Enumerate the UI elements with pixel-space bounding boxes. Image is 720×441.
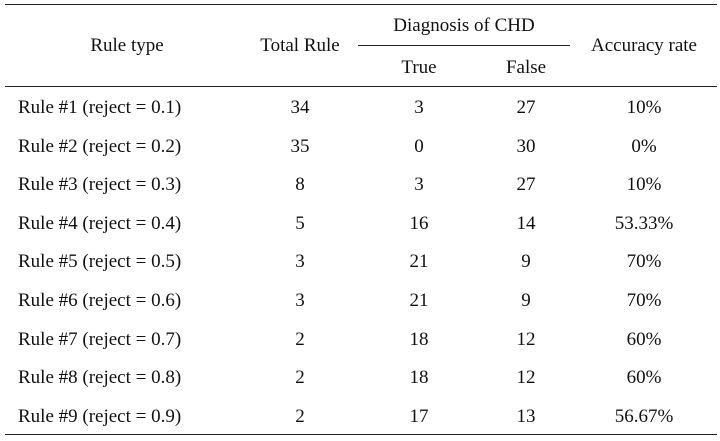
rule-cell: Rule #9 (reject = 0.9)	[18, 405, 182, 427]
false-cell: 9	[521, 290, 531, 311]
accuracy-cell: 70%	[626, 290, 662, 311]
true-cell: 21	[409, 251, 429, 273]
total-rule-cell: 2	[295, 405, 305, 427]
true-cell: 18	[409, 328, 429, 350]
rule-cell: Rule #2 (reject = 0.2)	[18, 135, 182, 157]
table-row: Rule #5 (reject = 0.5) 3 21 9 70%	[0, 243, 720, 281]
false-cell: 30	[516, 135, 536, 157]
table-top-border	[5, 4, 717, 5]
accuracy-cell: 53.33%	[614, 212, 674, 234]
header-true: True	[401, 57, 437, 78]
table-row: Rule #4 (reject = 0.4) 5 16 14 53.33%	[0, 205, 720, 243]
rule-cell: Rule #5 (reject = 0.5)	[18, 251, 182, 273]
rule-cell: Rule #8 (reject = 0.8)	[18, 367, 182, 389]
true-cell: 18	[409, 367, 429, 389]
accuracy-cell: 10%	[626, 97, 662, 118]
true-cell: 16	[409, 212, 429, 234]
true-cell: 0	[414, 135, 424, 157]
header-false: False	[505, 57, 547, 78]
false-cell: 13	[516, 405, 536, 427]
false-cell: 12	[516, 367, 536, 389]
false-cell: 14	[516, 212, 536, 234]
true-cell: 21	[409, 290, 429, 311]
total-rule-cell: 5	[295, 212, 305, 234]
total-rule-cell: 34	[290, 97, 310, 118]
true-cell: 3	[414, 97, 424, 118]
false-cell: 27	[516, 174, 536, 196]
table-bottom-border	[5, 434, 717, 435]
header-diagnosis-of-chd: Diagnosis of CHD	[393, 15, 535, 36]
table-row: Rule #9 (reject = 0.9) 2 17 13 56.67%	[0, 398, 720, 436]
accuracy-cell: 60%	[626, 328, 662, 350]
true-cell: 17	[409, 405, 429, 427]
table-row: Rule #3 (reject = 0.3) 8 3 27 10%	[0, 166, 720, 204]
rule-cell: Rule #4 (reject = 0.4)	[18, 212, 182, 234]
header-total-rule: Total Rule	[260, 35, 340, 56]
diagnosis-header-underline	[358, 45, 570, 46]
true-cell: 3	[414, 174, 424, 196]
total-rule-cell: 35	[290, 135, 310, 157]
rule-cell: Rule #3 (reject = 0.3)	[18, 174, 182, 196]
accuracy-cell: 0%	[631, 135, 657, 157]
header-accuracy-rate: Accuracy rate	[590, 35, 698, 56]
table-row: Rule #1 (reject = 0.1) 34 3 27 10%	[0, 89, 720, 127]
rule-cell: Rule #7 (reject = 0.7)	[18, 328, 182, 350]
false-cell: 12	[516, 328, 536, 350]
table-row: Rule #6 (reject = 0.6) 3 21 9 70%	[0, 282, 720, 320]
total-rule-cell: 3	[295, 290, 305, 311]
table-row: Rule #2 (reject = 0.2) 35 0 30 0%	[0, 128, 720, 166]
table-row: Rule #7 (reject = 0.7) 2 18 12 60%	[0, 321, 720, 359]
total-rule-cell: 8	[295, 174, 305, 196]
accuracy-cell: 70%	[626, 251, 662, 273]
accuracy-cell: 56.67%	[614, 405, 674, 427]
rule-cell: Rule #1 (reject = 0.1)	[18, 97, 182, 118]
accuracy-cell: 60%	[626, 367, 662, 389]
total-rule-cell: 2	[295, 367, 305, 389]
false-cell: 27	[516, 97, 536, 118]
header-rule-type: Rule type	[90, 35, 164, 56]
total-rule-cell: 3	[295, 251, 305, 273]
table-header-divider	[5, 86, 717, 87]
table-row: Rule #8 (reject = 0.8) 2 18 12 60%	[0, 359, 720, 397]
accuracy-cell: 10%	[626, 174, 662, 196]
total-rule-cell: 2	[295, 328, 305, 350]
rule-cell: Rule #6 (reject = 0.6)	[18, 290, 182, 311]
false-cell: 9	[521, 251, 531, 273]
